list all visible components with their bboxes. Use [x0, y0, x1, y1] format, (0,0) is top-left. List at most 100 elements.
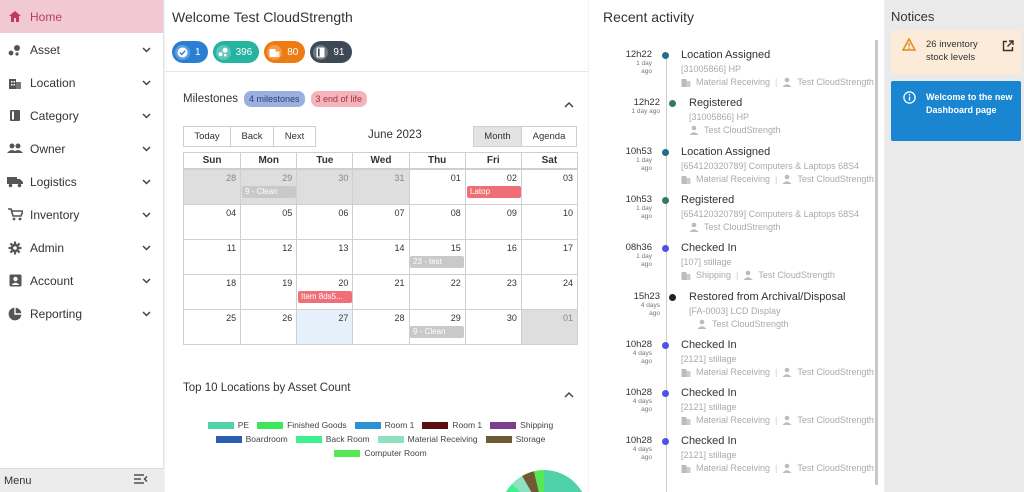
calendar-day[interactable]: 05 [240, 205, 296, 239]
chevron-up-icon[interactable] [564, 385, 574, 398]
gear-icon [4, 240, 26, 256]
activity-asset[interactable]: [2121] stillage [681, 450, 737, 460]
activity-item[interactable]: 10h53 1 day ago Registered [654120320789… [589, 194, 884, 242]
pie-slice-pe[interactable] [544, 470, 588, 492]
collapse-menu-icon[interactable] [134, 474, 148, 487]
legend-item[interactable]: Room 1 [354, 420, 414, 430]
legend-item[interactable]: Shipping [490, 420, 553, 430]
calendar-day[interactable]: 08 [408, 205, 465, 239]
calendar-day[interactable]: 01 [520, 310, 577, 344]
calendar-day[interactable]: 01 [408, 170, 465, 204]
summary-pill-milestones[interactable]: 1 [172, 41, 208, 63]
calendar-day[interactable]: 28 [184, 170, 241, 204]
calendar-day[interactable]: 11 [226, 243, 237, 253]
summary-pill-categories[interactable]: 91 [310, 41, 352, 63]
calendar-event[interactable]: 9 - Clean [242, 186, 296, 198]
calendar-day[interactable]: 15 [408, 240, 465, 274]
calendar-event[interactable]: 23 - test [410, 256, 464, 268]
sidebar-item-logistics[interactable]: Logistics [0, 165, 163, 198]
activity-scrollbar[interactable] [875, 40, 878, 485]
activity-item[interactable]: 12h22 1 day ago Registered [31005866] HP… [589, 97, 884, 145]
activity-asset[interactable]: [FA-0003] LCD Display [689, 306, 781, 316]
legend-item[interactable]: Storage [485, 434, 545, 444]
calendar-day[interactable]: 25 [226, 313, 237, 323]
sidebar-item-home[interactable]: Home [0, 0, 163, 33]
calendar-day[interactable]: 16 [464, 240, 521, 274]
calendar-day[interactable]: 19 [240, 275, 296, 309]
activity-asset[interactable]: [654120320789] Computers & Laptops 68S4 [681, 209, 860, 219]
sidebar-item-admin[interactable]: Admin [0, 231, 163, 264]
calendar-day[interactable]: 20 [296, 275, 352, 309]
sidebar-item-asset[interactable]: Asset [0, 33, 163, 66]
sidebar-item-reporting[interactable]: Reporting [0, 297, 163, 330]
legend-item[interactable]: Computer Room [334, 448, 427, 458]
pie-slice-back-room[interactable] [500, 484, 544, 492]
dashboard-notice[interactable]: Welcome to the new Dashboard page [891, 81, 1021, 141]
activity-asset[interactable]: [2121] stillage [681, 402, 737, 412]
sidebar-item-account[interactable]: Account [0, 264, 163, 297]
calendar-day[interactable]: 29 [408, 310, 465, 344]
sidebar-item-category[interactable]: Category [0, 99, 163, 132]
activity-asset[interactable]: [31005866] HP [689, 112, 750, 122]
calendar-day[interactable]: 03 [520, 170, 577, 204]
calendar-day[interactable]: 31 [352, 170, 409, 204]
pie-slice-material-receiving[interactable] [512, 476, 544, 492]
chevron-up-icon[interactable] [564, 95, 574, 108]
agenda-view-button[interactable]: Agenda [522, 126, 577, 147]
calendar-day[interactable]: 10 [520, 205, 577, 239]
legend-item[interactable]: Back Room [295, 434, 370, 444]
sidebar-item-owner[interactable]: Owner [0, 132, 163, 165]
calendar-day[interactable]: 07 [352, 205, 408, 239]
activity-asset[interactable]: [107] stillage [681, 257, 732, 267]
pie-slice-computer-room[interactable] [534, 470, 544, 492]
summary-pill-assets[interactable]: 396 [212, 41, 260, 63]
activity-item[interactable]: 12h22 1 day ago Location Assigned [31005… [589, 49, 884, 97]
calendar-day[interactable]: 12 [240, 240, 296, 274]
sidebar-item-location[interactable]: Location [0, 66, 163, 99]
today-button[interactable]: Today [183, 126, 231, 147]
activity-asset[interactable]: [2121] stillage [681, 354, 737, 364]
locations-pie-chart[interactable] [500, 470, 588, 492]
legend-item[interactable]: Boardroom [215, 434, 288, 444]
legend-item[interactable]: Finished Goods [257, 420, 347, 430]
calendar-day[interactable]: 14 [352, 240, 408, 274]
calendar-day[interactable]: 24 [520, 275, 577, 309]
calendar-day[interactable]: 13 [296, 240, 352, 274]
activity-item[interactable]: 15h23 4 days ago Restored from Archival/… [589, 291, 884, 339]
activity-item[interactable]: 10h28 4 days ago Checked In [2121] still… [589, 387, 884, 435]
inventory-notice[interactable]: 26 inventory stock levels [891, 30, 1021, 74]
activity-asset[interactable]: [31005866] HP [681, 64, 742, 74]
calendar-event[interactable]: 9 - Clean [410, 326, 464, 338]
calendar-day[interactable]: 23 [464, 275, 521, 309]
open-external-icon[interactable] [1002, 39, 1014, 57]
calendar-day[interactable]: 26 [240, 310, 296, 344]
calendar-day[interactable]: 18 [226, 278, 237, 288]
calendar-day-today[interactable]: 27 [296, 310, 353, 344]
legend-item[interactable]: Material Receiving [377, 434, 478, 444]
calendar-day[interactable]: 04 [226, 208, 237, 218]
calendar-day[interactable]: 22 [408, 275, 465, 309]
calendar-day[interactable]: 02 [464, 170, 521, 204]
month-view-button[interactable]: Month [473, 126, 522, 147]
activity-item[interactable]: 08h36 1 day ago Checked In [107] stillag… [589, 242, 884, 290]
sidebar-item-inventory[interactable]: Inventory [0, 198, 163, 231]
activity-item[interactable]: 10h28 4 days ago Checked In [2121] still… [589, 339, 884, 387]
summary-pill-locations[interactable]: 80 [264, 41, 306, 63]
activity-item[interactable]: 10h28 4 days ago Checked In [2121] still… [589, 435, 884, 483]
calendar-day[interactable]: 30 [464, 310, 521, 344]
legend-item[interactable]: Room 1 [422, 420, 482, 430]
activity-asset[interactable]: [654120320789] Computers & Laptops 68S4 [681, 161, 860, 171]
next-button[interactable]: Next [274, 126, 316, 147]
calendar-day[interactable]: 30 [296, 170, 353, 204]
calendar-day[interactable]: 21 [352, 275, 408, 309]
calendar-day[interactable]: 09 [464, 205, 521, 239]
legend-item[interactable]: PE [207, 420, 249, 430]
calendar-event[interactable]: Latop [467, 186, 521, 198]
activity-item[interactable]: 10h53 1 day ago Location Assigned [65412… [589, 146, 884, 194]
calendar-day[interactable]: 28 [352, 310, 408, 344]
back-button[interactable]: Back [231, 126, 274, 147]
pie-slice-storage[interactable] [522, 471, 544, 492]
calendar-event[interactable]: Item 8ds5... [298, 291, 352, 303]
calendar-day[interactable]: 17 [520, 240, 577, 274]
calendar-day[interactable]: 06 [296, 205, 352, 239]
